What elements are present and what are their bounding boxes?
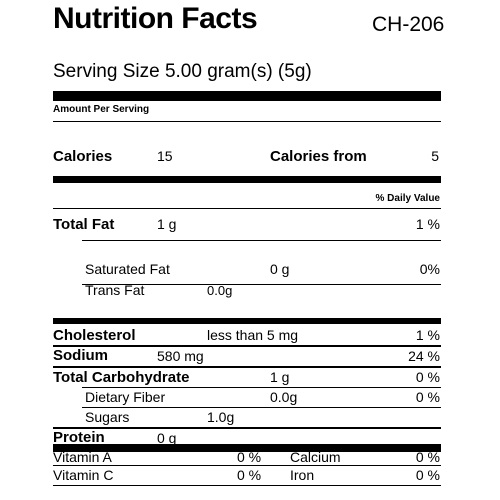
daily-value-header: % Daily Value xyxy=(375,193,440,204)
saturated-fat-dv: 0% xyxy=(419,261,440,277)
vitamin-c-dv: 0 % xyxy=(237,467,262,483)
thick-divider-top xyxy=(53,91,441,101)
divider-dv-header xyxy=(53,208,441,209)
divider-vitamins xyxy=(53,465,441,466)
trans-fat-label: Trans Fat xyxy=(85,282,145,298)
calcium-label: Calcium xyxy=(290,449,341,465)
divider-amount xyxy=(53,121,441,122)
thick-divider-fats xyxy=(53,318,441,324)
total-carbohydrate-amount: 1 g xyxy=(270,369,290,385)
vitamin-c-label: Vitamin C xyxy=(53,467,114,483)
sugars-amount: 1.0g xyxy=(207,409,235,425)
amount-per-serving: Amount Per Serving xyxy=(53,104,150,115)
sodium-amount: 580 mg xyxy=(157,348,204,364)
total-fat-label: Total Fat xyxy=(53,216,115,233)
protein-amount: 0 g xyxy=(157,430,177,446)
divider-fat xyxy=(82,240,441,241)
sugars-label: Sugars xyxy=(85,409,130,425)
divider-trans-fat xyxy=(82,284,441,285)
vitamin-a-dv: 0 % xyxy=(237,449,262,465)
divider-bottom xyxy=(53,485,441,486)
total-carbohydrate-dv: 0 % xyxy=(415,369,440,385)
calories-value: 15 xyxy=(157,148,173,164)
vitamin-a-label: Vitamin A xyxy=(53,449,112,465)
divider-cholesterol xyxy=(53,345,441,347)
total-fat-amount: 1 g xyxy=(157,216,177,232)
calories-from-label: Calories from xyxy=(270,148,367,165)
divider-fiber xyxy=(82,407,441,408)
sodium-dv: 24 % xyxy=(408,348,440,364)
serving-size: Serving Size 5.00 gram(s) (5g) xyxy=(53,61,312,82)
protein-label: Protein xyxy=(53,429,105,446)
dietary-fiber-amount: 0.0g xyxy=(270,389,298,405)
label-title: Nutrition Facts xyxy=(53,2,258,35)
cholesterol-dv: 1 % xyxy=(415,327,440,343)
cholesterol-amount: less than 5 mg xyxy=(207,327,299,343)
saturated-fat-amount: 0 g xyxy=(270,261,290,277)
dietary-fiber-dv: 0 % xyxy=(415,389,440,405)
calcium-dv: 0 % xyxy=(415,449,440,465)
product-code: CH-206 xyxy=(372,13,445,36)
divider-sodium xyxy=(53,366,441,368)
divider-carbohydrate xyxy=(82,387,441,388)
sodium-label: Sodium xyxy=(53,347,108,364)
calories-from-value: 5 xyxy=(431,148,439,164)
total-carbohydrate-label: Total Carbohydrate xyxy=(53,369,190,386)
thick-divider-protein xyxy=(53,444,441,452)
iron-dv: 0 % xyxy=(415,467,440,483)
thick-divider-calories xyxy=(53,176,441,183)
cholesterol-label: Cholesterol xyxy=(53,327,136,344)
calories-label: Calories xyxy=(53,148,113,165)
saturated-fat-label: Saturated Fat xyxy=(85,261,170,277)
dietary-fiber-label: Dietary Fiber xyxy=(85,389,166,405)
trans-fat-amount: 0.0g xyxy=(207,283,233,298)
divider-sugars xyxy=(53,427,441,429)
total-fat-dv: 1 % xyxy=(415,216,440,232)
iron-label: Iron xyxy=(290,467,315,483)
